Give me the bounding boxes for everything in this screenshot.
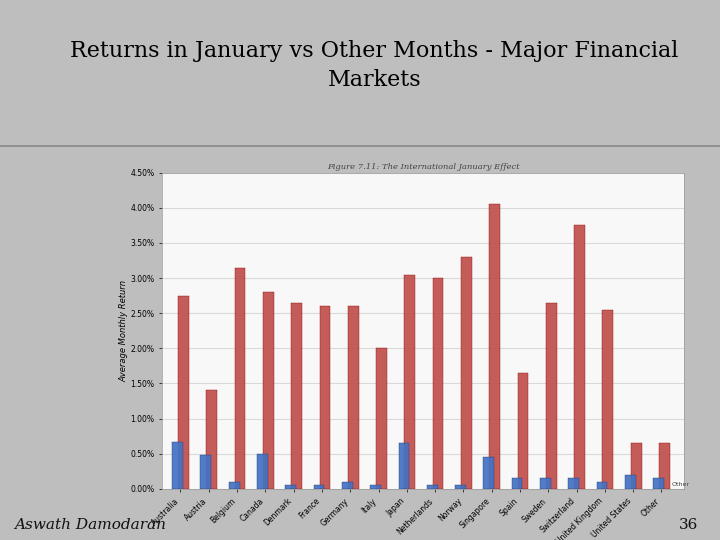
Text: Returns in January vs Other Months - Major Financial
Markets: Returns in January vs Other Months - Maj… <box>71 40 678 91</box>
Bar <box>518 373 528 489</box>
Bar <box>178 296 189 489</box>
Y-axis label: Average Monthly Return: Average Monthly Return <box>120 280 129 382</box>
Bar <box>603 310 613 489</box>
Bar <box>320 306 330 489</box>
Bar <box>597 482 608 489</box>
Text: Aswath Damodaran: Aswath Damodaran <box>14 518 166 532</box>
Bar <box>342 482 353 489</box>
Bar <box>200 455 211 489</box>
Bar <box>653 478 664 489</box>
Bar <box>172 442 183 489</box>
Bar <box>461 257 472 489</box>
Bar <box>659 443 670 489</box>
Bar <box>370 485 381 489</box>
Bar <box>483 457 494 489</box>
Bar <box>490 205 500 489</box>
Bar <box>574 226 585 489</box>
Bar <box>512 478 523 489</box>
Bar <box>540 478 551 489</box>
Bar <box>455 485 466 489</box>
Bar <box>314 485 325 489</box>
Bar <box>568 478 579 489</box>
Text: 36: 36 <box>679 518 698 532</box>
Bar <box>405 275 415 489</box>
Title: Figure 7.11: The International January Effect: Figure 7.11: The International January E… <box>327 163 519 171</box>
Bar <box>625 475 636 489</box>
Bar <box>207 390 217 489</box>
Bar <box>399 443 409 489</box>
Bar <box>235 268 246 489</box>
Bar <box>257 454 268 489</box>
Bar <box>285 485 296 489</box>
Bar <box>348 306 359 489</box>
Bar <box>433 278 444 489</box>
Bar <box>292 302 302 489</box>
Bar <box>263 292 274 489</box>
Text: Other: Other <box>671 482 689 487</box>
Bar <box>427 485 438 489</box>
Bar <box>546 302 557 489</box>
Bar <box>376 348 387 489</box>
Bar <box>229 482 240 489</box>
Bar <box>631 443 642 489</box>
